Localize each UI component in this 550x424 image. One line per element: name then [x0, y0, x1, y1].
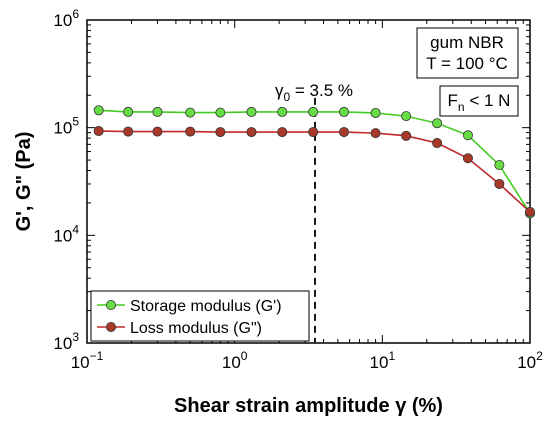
y-axis-label: G', G" (Pa) — [13, 132, 35, 232]
series-1-point — [401, 130, 412, 141]
y-tick-label: 106 — [53, 7, 79, 30]
series-1-point — [494, 178, 505, 189]
legend-swatch-marker — [106, 299, 117, 310]
series-1-point — [152, 126, 163, 137]
series-1-point — [462, 153, 473, 164]
material-label: T = 100 °C — [426, 54, 508, 73]
y-tick-label: 105 — [53, 115, 79, 138]
legend-label: Loss modulus (G") — [130, 320, 262, 337]
x-tick-label: 10−1 — [71, 349, 104, 372]
legend-swatch-marker — [106, 321, 117, 332]
series-0-point — [432, 118, 443, 129]
series-0-point — [338, 106, 349, 117]
y-tick-label: 103 — [53, 330, 79, 353]
material-box — [416, 27, 519, 79]
series-1-point — [308, 127, 319, 138]
material-label: gum NBR — [430, 33, 504, 52]
series-0-point — [215, 107, 226, 118]
plot-frame — [86, 19, 531, 344]
x-axis-label: Shear strain amplitude γ (%) — [174, 395, 443, 417]
series-1-point — [93, 126, 104, 137]
x-tick-label: 101 — [370, 349, 396, 372]
plot-area: 10−1 100 101 102 103 104 105 106 Shear strain am… — [13, 7, 543, 417]
x-tick-label: 100 — [222, 349, 248, 372]
y-tick-label: 104 — [53, 222, 79, 245]
series-0-point — [494, 160, 505, 171]
x-tick-label: 102 — [517, 349, 543, 372]
series-0-point — [93, 105, 104, 116]
series-1-point — [338, 127, 349, 138]
series-1-point — [277, 127, 288, 138]
force-box — [439, 85, 519, 117]
force-label: Fn < 1 N — [448, 91, 511, 114]
series-1-point — [525, 206, 536, 217]
gamma0-label: γ0 = 3.5 % — [275, 81, 353, 104]
legend-label: Storage modulus (G') — [130, 298, 282, 315]
series-0-point — [308, 106, 319, 117]
series-0-point — [370, 107, 381, 118]
series-0-point — [185, 107, 196, 118]
series-1-point — [215, 127, 226, 138]
series-0-point — [246, 106, 257, 117]
series-1-point — [432, 138, 443, 149]
legend-box — [90, 290, 310, 342]
series-1-point — [370, 128, 381, 139]
series-0-point — [462, 130, 473, 141]
series-1-point — [246, 127, 257, 138]
series-1-point — [185, 126, 196, 137]
series-0-point — [123, 106, 134, 117]
series-0-point — [277, 106, 288, 117]
series-1-point — [123, 126, 134, 137]
series-0-point — [401, 111, 412, 122]
series-0-point — [152, 106, 163, 117]
